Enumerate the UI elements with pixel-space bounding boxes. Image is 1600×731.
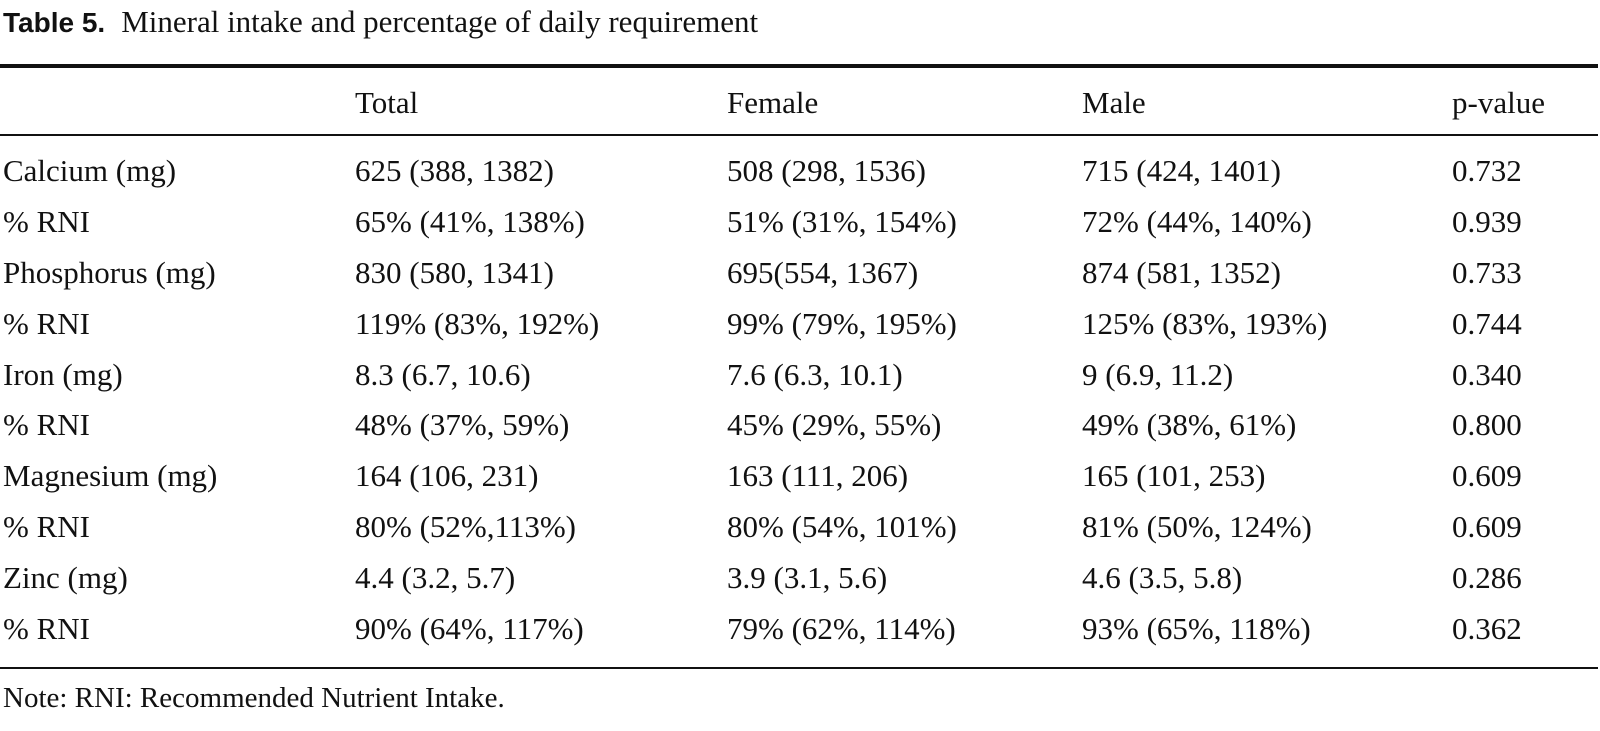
cell-total: 80% (52%,113%) xyxy=(355,508,576,544)
table-row: % RNI 65% (41%, 138%) 51% (31%, 154%) 72… xyxy=(0,197,1600,248)
header-blank xyxy=(0,70,355,136)
row-label: Magnesium (mg) xyxy=(3,458,218,494)
table-row: Zinc (mg) 4.4 (3.2, 5.7) 3.9 (3.1, 5.6) … xyxy=(0,552,1600,603)
cell-female: 80% (54%, 101%) xyxy=(727,508,957,544)
row-label: Phosphorus (mg) xyxy=(3,254,216,290)
cell-p-value: 0.362 xyxy=(1452,610,1522,646)
cell-female: 99% (79%, 195%) xyxy=(727,305,957,341)
cell-female: 695(554, 1367) xyxy=(727,254,919,290)
cell-total: 625 (388, 1382) xyxy=(355,153,554,189)
table-caption: Table 5. Mineral intake and percentage of… xyxy=(3,2,758,42)
cell-female: 45% (29%, 55%) xyxy=(727,407,942,443)
cell-total: 830 (580, 1341) xyxy=(355,254,554,290)
cell-male: 165 (101, 253) xyxy=(1082,458,1266,494)
cell-p-value: 0.340 xyxy=(1452,356,1522,392)
mineral-intake-table: Total Female Male p-value Calcium (mg) 6… xyxy=(0,70,1600,654)
table-header-row: Total Female Male p-value xyxy=(0,70,1600,136)
cell-female: 7.6 (6.3, 10.1) xyxy=(727,356,903,392)
cell-total: 4.4 (3.2, 5.7) xyxy=(355,559,516,595)
cell-female: 163 (111, 206) xyxy=(727,458,909,494)
table-bottom-rule xyxy=(0,667,1598,669)
cell-female: 51% (31%, 154%) xyxy=(727,204,957,240)
cell-total: 90% (64%, 117%) xyxy=(355,610,584,646)
cell-male: 9 (6.9, 11.2) xyxy=(1082,356,1234,392)
table-body: Calcium (mg) 625 (388, 1382) 508 (298, 1… xyxy=(0,146,1600,654)
cell-total: 65% (41%, 138%) xyxy=(355,204,585,240)
table-row: Phosphorus (mg) 830 (580, 1341) 695(554,… xyxy=(0,248,1600,299)
header-total: Total xyxy=(355,85,419,120)
cell-p-value: 0.939 xyxy=(1452,204,1522,240)
row-label: % RNI xyxy=(3,204,90,240)
table-row: % RNI 80% (52%,113%) 80% (54%, 101%) 81%… xyxy=(0,502,1600,553)
row-label: % RNI xyxy=(3,610,90,646)
header-female: Female xyxy=(727,85,819,120)
cell-male: 72% (44%, 140%) xyxy=(1082,204,1312,240)
header-p-value: p-value xyxy=(1452,85,1545,120)
cell-p-value: 0.732 xyxy=(1452,153,1522,189)
row-label: Calcium (mg) xyxy=(3,153,177,189)
cell-p-value: 0.609 xyxy=(1452,458,1522,494)
cell-male: 715 (424, 1401) xyxy=(1082,153,1281,189)
table-row: Magnesium (mg) 164 (106, 231) 163 (111, … xyxy=(0,451,1600,502)
cell-female: 3.9 (3.1, 5.6) xyxy=(727,559,888,595)
cell-p-value: 0.609 xyxy=(1452,508,1522,544)
table-note: Note: RNI: Recommended Nutrient Intake. xyxy=(3,682,505,714)
row-label: % RNI xyxy=(3,508,90,544)
table-row: Calcium (mg) 625 (388, 1382) 508 (298, 1… xyxy=(0,146,1600,197)
cell-female: 508 (298, 1536) xyxy=(727,153,926,189)
row-label: Iron (mg) xyxy=(3,356,123,392)
cell-total: 164 (106, 231) xyxy=(355,458,539,494)
row-label: % RNI xyxy=(3,407,90,443)
caption-title: Mineral intake and percentage of daily r… xyxy=(121,4,759,39)
caption-label: Table 5. xyxy=(3,7,106,38)
cell-p-value: 0.800 xyxy=(1452,407,1522,443)
row-label: Zinc (mg) xyxy=(3,559,128,595)
table-row: % RNI 119% (83%, 192%) 99% (79%, 195%) 1… xyxy=(0,298,1600,349)
cell-p-value: 0.744 xyxy=(1452,305,1522,341)
table-row: Iron (mg) 8.3 (6.7, 10.6) 7.6 (6.3, 10.1… xyxy=(0,349,1600,400)
table-top-rule xyxy=(0,64,1598,68)
table-header-rule xyxy=(0,134,1598,136)
cell-male: 4.6 (3.5, 5.8) xyxy=(1082,559,1243,595)
cell-male: 125% (83%, 193%) xyxy=(1082,305,1328,341)
cell-male: 81% (50%, 124%) xyxy=(1082,508,1312,544)
cell-p-value: 0.733 xyxy=(1452,254,1522,290)
cell-p-value: 0.286 xyxy=(1452,559,1522,595)
table-row: % RNI 90% (64%, 117%) 79% (62%, 114%) 93… xyxy=(0,603,1600,654)
row-label: % RNI xyxy=(3,305,90,341)
cell-total: 48% (37%, 59%) xyxy=(355,407,570,443)
cell-male: 874 (581, 1352) xyxy=(1082,254,1281,290)
cell-male: 49% (38%, 61%) xyxy=(1082,407,1297,443)
cell-female: 79% (62%, 114%) xyxy=(727,610,956,646)
cell-total: 119% (83%, 192%) xyxy=(355,305,600,341)
cell-male: 93% (65%, 118%) xyxy=(1082,610,1311,646)
cell-total: 8.3 (6.7, 10.6) xyxy=(355,356,531,392)
table-row: % RNI 48% (37%, 59%) 45% (29%, 55%) 49% … xyxy=(0,400,1600,451)
header-male: Male xyxy=(1082,85,1146,120)
